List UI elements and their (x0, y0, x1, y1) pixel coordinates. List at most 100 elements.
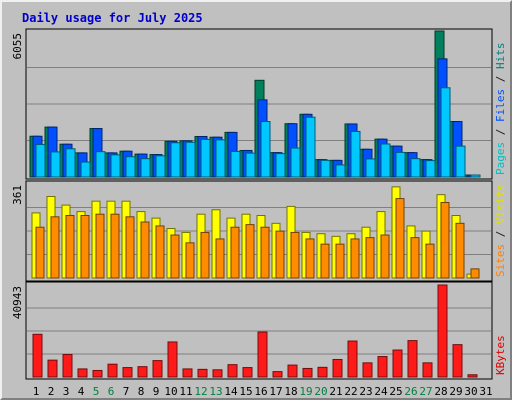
bar-kbytes-day-5 (92, 369, 103, 378)
bar-sites-day-17 (275, 230, 285, 279)
series-label-part: / (494, 69, 507, 89)
bar-kbytes-day-12 (197, 368, 208, 378)
bar-sites-day-21 (335, 243, 345, 279)
bar-sites-day-28 (440, 201, 450, 279)
bar-kbytes-day-19 (302, 367, 313, 378)
x-tick-label-day-8: 8 (138, 385, 145, 398)
x-tick-label-day-29: 29 (449, 385, 462, 398)
x-tick-label-day-22: 22 (344, 385, 357, 398)
bar-pages-day-28 (440, 87, 451, 178)
bar-sites-day-25 (395, 198, 405, 279)
bar-kbytes-day-23 (362, 362, 373, 378)
bar-sites-day-20 (320, 243, 330, 279)
series-label-part: Hits (494, 43, 507, 70)
bar-kbytes-day-15 (242, 367, 253, 378)
bar-pages-day-13 (215, 139, 226, 178)
bar-pages-day-20 (320, 159, 331, 178)
bar-sites-day-19 (305, 238, 315, 279)
bar-pages-day-26 (410, 158, 421, 178)
x-tick-label-day-2: 2 (48, 385, 55, 398)
bar-kbytes-day-29 (452, 344, 463, 378)
x-tick-label-day-27: 27 (419, 385, 432, 398)
bar-kbytes-day-2 (47, 359, 58, 378)
bar-pages-day-8 (140, 158, 151, 178)
x-tick-label-day-18: 18 (284, 385, 297, 398)
bar-kbytes-day-16 (257, 331, 268, 378)
bar-pages-day-25 (395, 151, 406, 178)
bar-pages-day-2 (50, 151, 61, 178)
series-label-part: KBytes (494, 335, 507, 375)
bar-kbytes-day-21 (332, 358, 343, 378)
bar-kbytes-day-4 (77, 368, 88, 378)
bar-pages-day-17 (275, 153, 286, 178)
bar-kbytes-day-25 (392, 349, 403, 378)
x-tick-label-day-25: 25 (389, 385, 402, 398)
bar-sites-day-12 (200, 231, 210, 279)
x-tick-label-day-4: 4 (78, 385, 85, 398)
bar-kbytes-day-30 (467, 374, 478, 378)
bar-kbytes-day-9 (152, 360, 163, 378)
x-tick-label-day-12: 12 (194, 385, 207, 398)
bar-sites-day-30 (470, 268, 480, 279)
bar-sites-day-14 (230, 226, 240, 279)
bar-pages-day-4 (80, 161, 91, 178)
bar-pages-day-27 (425, 160, 436, 178)
x-tick-label-day-19: 19 (299, 385, 312, 398)
bar-sites-day-5 (95, 213, 105, 279)
axis-max-label-bot: 40943 (11, 286, 24, 319)
x-tick-label-day-16: 16 (254, 385, 267, 398)
x-tick-label-day-17: 17 (269, 385, 282, 398)
bar-kbytes-day-8 (137, 366, 148, 378)
x-tick-label-day-11: 11 (179, 385, 192, 398)
bar-pages-day-7 (125, 156, 136, 178)
x-tick-label-day-10: 10 (164, 385, 177, 398)
bar-pages-day-3 (65, 148, 76, 178)
x-tick-label-day-14: 14 (224, 385, 238, 398)
bar-sites-day-8 (140, 221, 150, 279)
series-label-part: Visits (494, 184, 507, 224)
bar-kbytes-day-11 (182, 368, 193, 378)
bar-sites-day-11 (185, 242, 195, 279)
x-tick-label-day-5: 5 (93, 385, 100, 398)
bar-pages-day-5 (95, 151, 106, 178)
bar-sites-day-16 (260, 226, 270, 279)
bar-pages-day-10 (170, 142, 181, 178)
series-label-part: / (494, 224, 507, 244)
x-tick-label-day-3: 3 (63, 385, 70, 398)
x-tick-label-day-26: 26 (404, 385, 417, 398)
bar-pages-day-21 (335, 164, 346, 178)
bar-kbytes-day-14 (227, 364, 238, 378)
series-label-mid: Sites / Visits (494, 184, 507, 277)
bar-sites-day-27 (425, 243, 435, 279)
bar-sites-day-4 (80, 215, 90, 279)
bar-kbytes-day-18 (287, 364, 298, 378)
bar-kbytes-day-13 (212, 369, 223, 378)
x-tick-label-day-13: 13 (209, 385, 222, 398)
bar-sites-day-10 (170, 234, 180, 279)
bar-kbytes-day-27 (422, 362, 433, 378)
bar-pages-day-22 (350, 130, 361, 178)
x-tick-label-day-9: 9 (153, 385, 160, 398)
bar-pages-day-1 (35, 143, 46, 178)
bar-sites-day-26 (410, 237, 420, 279)
bar-pages-day-23 (365, 158, 376, 178)
bar-pages-day-19 (305, 116, 316, 178)
bar-pages-day-29 (455, 145, 466, 178)
bar-kbytes-day-20 (317, 366, 328, 378)
bar-pages-day-14 (230, 150, 241, 178)
bar-sites-day-24 (380, 234, 390, 279)
x-tick-label-day-31: 31 (479, 385, 492, 398)
bar-sites-day-18 (290, 231, 300, 279)
bar-pages-day-11 (185, 141, 196, 178)
bar-pages-day-9 (155, 155, 166, 178)
bar-kbytes-day-22 (347, 340, 358, 378)
bar-sites-day-9 (155, 225, 165, 279)
bar-sites-day-7 (125, 216, 135, 279)
x-tick-label-day-24: 24 (374, 385, 388, 398)
bar-kbytes-day-6 (107, 363, 118, 378)
x-tick-label-day-21: 21 (329, 385, 342, 398)
bar-sites-day-3 (65, 215, 75, 279)
axis-max-label-mid: 361 (11, 185, 24, 205)
bar-pages-day-30 (470, 174, 481, 178)
